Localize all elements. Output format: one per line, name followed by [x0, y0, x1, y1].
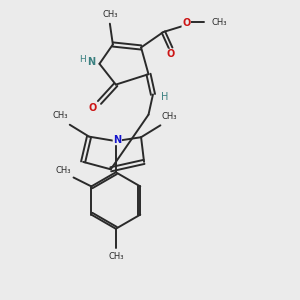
Text: CH₃: CH₃ [53, 111, 68, 120]
Text: CH₃: CH₃ [56, 166, 71, 175]
Text: CH₃: CH₃ [162, 112, 177, 121]
Text: H: H [161, 92, 169, 102]
Text: CH₃: CH₃ [108, 252, 124, 261]
Text: N: N [113, 135, 122, 145]
Text: CH₃: CH₃ [212, 18, 227, 27]
Text: O: O [182, 18, 190, 28]
Text: CH₃: CH₃ [102, 10, 118, 19]
Text: O: O [89, 103, 97, 113]
Text: N: N [87, 57, 95, 67]
Text: H: H [79, 55, 86, 64]
Text: O: O [167, 49, 175, 59]
